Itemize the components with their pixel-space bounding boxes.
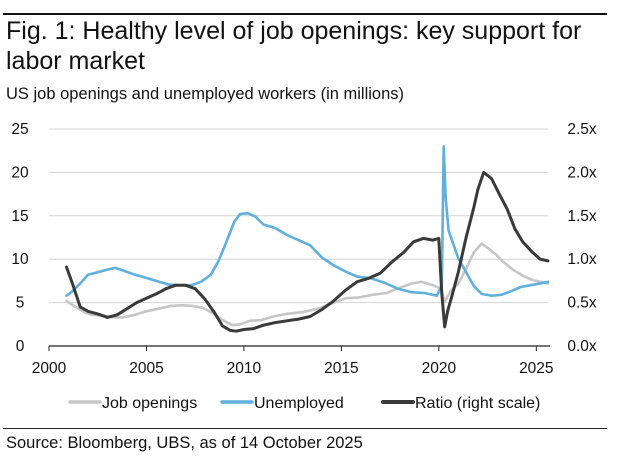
y-right-tick-label: 2.5x xyxy=(567,121,597,138)
x-tick-label: 2000 xyxy=(32,360,67,377)
y-left-tick-label: 15 xyxy=(11,208,28,225)
x-tick-label: 2010 xyxy=(227,360,262,377)
y-left-tick-label: 5 xyxy=(16,295,25,312)
y-left-tick-label: 0 xyxy=(16,338,25,355)
axes: 2000 2005 2010 2015 2020 202505101520250.0x0.… xyxy=(11,121,597,377)
legend-label-job-openings: Job openings xyxy=(102,395,197,412)
series-lines xyxy=(65,145,550,333)
series-line-ratio xyxy=(65,170,550,333)
y-right-tick-label: 0.0x xyxy=(567,338,597,355)
y-right-tick-label: 1.0x xyxy=(567,251,597,268)
gridlines xyxy=(49,128,548,304)
x-tick-label: 2005 xyxy=(129,360,163,377)
legend-label-unemployed: Unemployed xyxy=(254,395,344,412)
series-line-job-openings xyxy=(65,242,550,327)
top-rule xyxy=(3,13,607,15)
source-note: Source: Bloomberg, UBS, as of 14 October… xyxy=(6,434,363,452)
y-left-tick-label: 20 xyxy=(11,164,29,181)
chart-subtitle: US job openings and unemployed workers (… xyxy=(6,85,405,103)
y-left-tick-label: 25 xyxy=(11,121,28,138)
x-tick-label: 2025 xyxy=(519,360,553,377)
x-tick-label: 2020 xyxy=(422,360,457,377)
y-right-tick-label: 2.0x xyxy=(567,164,597,181)
series-line-unemployed xyxy=(65,145,550,298)
x-tick-label: 2015 xyxy=(324,360,358,377)
y-left-tick-label: 10 xyxy=(11,251,29,268)
chart-title: Fig. 1: Healthy level of job openings: k… xyxy=(6,17,582,75)
legend-label-ratio: Ratio (right scale) xyxy=(415,395,540,412)
bottom-rule xyxy=(3,428,607,429)
y-right-tick-label: 1.5x xyxy=(567,208,597,225)
y-right-tick-label: 0.5x xyxy=(567,295,597,312)
legend: Job openings Unemployed Ratio (right scale… xyxy=(68,395,540,412)
